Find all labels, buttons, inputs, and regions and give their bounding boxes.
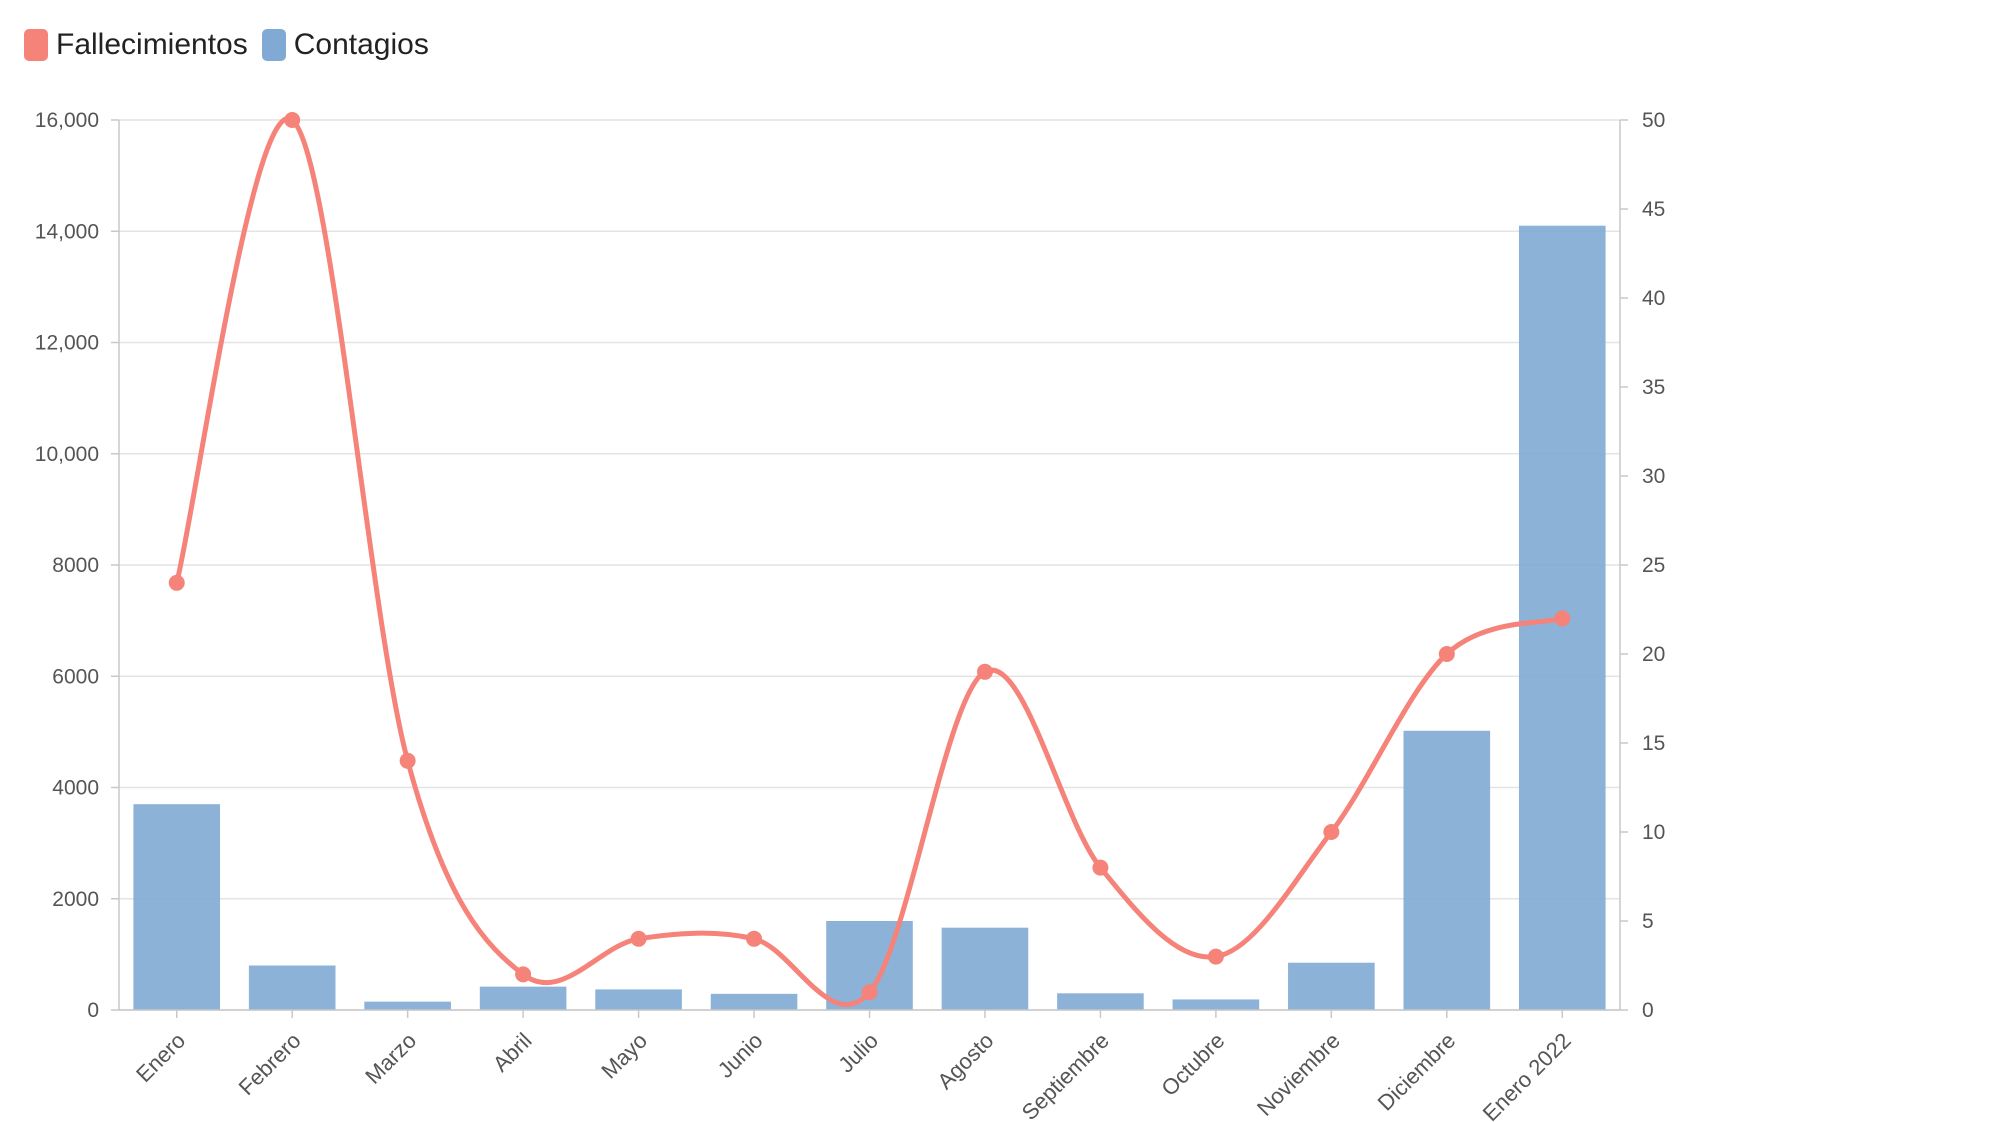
bar-contagios	[1288, 962, 1375, 1010]
right-tick-label: 35	[1642, 376, 1665, 399]
point-fallecimientos	[746, 930, 763, 947]
legend-label-fallecimientos: Fallecimientos	[56, 28, 248, 61]
right-tick-label: 0	[1642, 999, 1654, 1022]
bar-contagios	[133, 804, 221, 1010]
bar-contagios	[1057, 993, 1144, 1010]
right-tick-label: 40	[1642, 287, 1665, 310]
x-category-label: Julio	[833, 1028, 883, 1078]
left-tick-label: 6000	[52, 665, 99, 688]
x-category-label: Septiembre	[1017, 1028, 1114, 1122]
point-fallecimientos	[1207, 948, 1224, 965]
x-category-label: Enero	[131, 1028, 190, 1087]
line-path-fallecimientos	[174, 116, 1564, 1008]
left-tick-label: 2000	[52, 888, 99, 911]
right-tick-label: 50	[1642, 109, 1665, 132]
point-fallecimientos	[1323, 824, 1340, 840]
legend-swatch-contagios	[261, 29, 286, 61]
left-tick-label: 14,000	[35, 220, 99, 243]
point-fallecimientos	[1092, 859, 1109, 876]
right-tick-label: 10	[1642, 821, 1665, 844]
bar-contagios	[479, 986, 567, 1010]
point-fallecimientos	[168, 574, 185, 591]
point-fallecimientos	[1554, 610, 1571, 627]
x-category-label: Noviembre	[1252, 1028, 1345, 1121]
x-category-label: Agosto	[932, 1028, 998, 1094]
x-category-label: Febrero	[234, 1028, 306, 1100]
point-fallecimientos	[515, 966, 532, 983]
right-tick-label: 15	[1642, 732, 1665, 755]
left-tick-label: 0	[87, 999, 99, 1022]
point-fallecimientos	[976, 663, 993, 680]
legend-swatch-fallecimientos	[24, 29, 48, 61]
bar-contagios	[941, 927, 1029, 1010]
line-fallecimientos	[168, 112, 1571, 1008]
left-tick-label: 4000	[52, 777, 99, 800]
grid-lines	[119, 119, 1620, 1011]
legend-label-contagios: Contagios	[293, 28, 429, 61]
right-tick-label: 20	[1642, 643, 1665, 666]
point-fallecimientos	[1438, 646, 1455, 662]
left-tick-label: 12,000	[35, 332, 99, 355]
x-category-label: Junio	[713, 1028, 768, 1083]
bar-contagios	[1403, 730, 1491, 1010]
right-tick-label: 45	[1642, 198, 1665, 221]
x-category-label: Enero 2022	[1478, 1028, 1576, 1122]
point-fallecimientos	[284, 112, 301, 128]
x-category-label: Marzo	[360, 1028, 421, 1089]
left-tick-label: 16,000	[35, 109, 99, 132]
right-tick-label: 25	[1642, 554, 1665, 577]
x-category-label: Abril	[488, 1028, 537, 1077]
bar-contagios	[710, 993, 798, 1010]
bar-contagios	[248, 965, 336, 1010]
point-fallecimientos	[861, 984, 878, 1001]
x-category-label: Mayo	[596, 1028, 652, 1084]
point-fallecimientos	[399, 752, 416, 769]
legend-item-contagios[interactable]: Contagios	[261, 28, 429, 62]
right-tick-label: 30	[1642, 465, 1665, 488]
bar-contagios	[595, 989, 682, 1010]
legend-item-fallecimientos[interactable]: Fallecimientos	[24, 28, 248, 62]
bar-contagios	[364, 1001, 451, 1010]
left-tick-label: 10,000	[35, 443, 99, 466]
left-tick-label: 8000	[52, 554, 99, 577]
x-category-label: Diciembre	[1373, 1028, 1461, 1116]
x-category-label: Octubre	[1156, 1028, 1229, 1101]
bars-contagios	[133, 225, 1606, 1010]
chart-legend: Fallecimientos Contagios	[24, 28, 429, 62]
bar-contagios	[1172, 999, 1260, 1010]
right-tick-label: 5	[1642, 910, 1654, 933]
point-fallecimientos	[630, 930, 647, 947]
